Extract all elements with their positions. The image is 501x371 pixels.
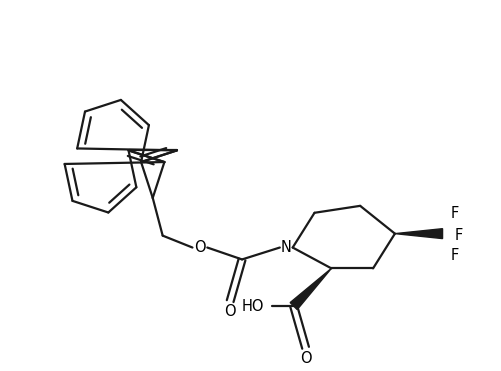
- Text: O: O: [300, 351, 312, 366]
- Text: N: N: [280, 240, 291, 255]
- Text: O: O: [224, 303, 236, 319]
- Text: HO: HO: [241, 299, 264, 313]
- Text: O: O: [194, 240, 206, 255]
- Text: F: F: [450, 248, 459, 263]
- Text: F: F: [454, 228, 463, 243]
- Polygon shape: [290, 268, 331, 309]
- Text: F: F: [450, 206, 459, 221]
- Polygon shape: [395, 229, 442, 239]
